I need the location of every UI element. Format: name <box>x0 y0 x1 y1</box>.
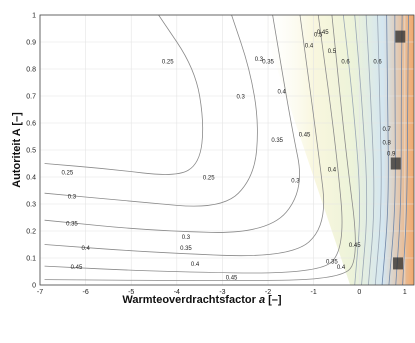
y-tick-label: 0.1 <box>26 256 36 263</box>
dense-contour-cluster <box>393 257 404 270</box>
dense-contour-cluster <box>395 30 406 43</box>
contour-line <box>342 15 360 285</box>
y-tick-label: 0.9 <box>26 40 36 47</box>
contour-label: 0.5 <box>314 33 323 39</box>
x-tick-label: -4 <box>174 289 180 296</box>
y-tick-label: 0.6 <box>26 121 36 128</box>
contour-label: 0.45 <box>299 133 311 139</box>
x-tick-label: 1 <box>403 289 407 296</box>
x-axis-ticks: -7 -6 -5 -4 -3 -2 -1 0 1 <box>37 289 407 296</box>
y-tick-label: 0.5 <box>26 148 36 155</box>
y-tick-label: 1 <box>32 13 36 20</box>
contour-line <box>395 15 403 285</box>
y-tick-label: 0 <box>32 283 36 290</box>
contour-line <box>374 15 382 285</box>
x-axis-title: Warmteoverdrachtsfactor a [–] <box>122 294 281 306</box>
contour-labels: 0.250.250.250.30.30.30.30.30.350.350.350… <box>62 30 397 282</box>
contour-line <box>44 15 300 233</box>
x-axis-symbol: a <box>259 294 265 306</box>
contour-label: 0.35 <box>180 246 192 252</box>
contour-label: 0.3 <box>255 57 264 63</box>
contour-label: 0.3 <box>68 195 77 201</box>
x-axis-label: Warmteoverdrachtsfactor <box>122 294 256 306</box>
contour-label: 0.4 <box>278 89 287 95</box>
contour-label: 0.4 <box>191 262 200 268</box>
contour-line <box>388 15 396 285</box>
x-tick-label: -1 <box>311 289 317 296</box>
contour-label: 0.6 <box>373 60 382 66</box>
contour-line <box>44 15 258 207</box>
contour-label: 0.4 <box>305 43 314 49</box>
y-tick-label: 0.3 <box>26 202 36 209</box>
contour-label: 0.45 <box>317 30 329 36</box>
y-tick-label: 0.4 <box>26 175 36 182</box>
contour-line <box>44 15 356 282</box>
x-tick-label: -2 <box>265 289 271 296</box>
contour-label: 0.25 <box>203 176 215 182</box>
contour-label: 0.4 <box>328 168 337 174</box>
plot-frame <box>39 14 415 286</box>
contour-line <box>365 15 375 285</box>
contour-label: 0.25 <box>62 170 74 176</box>
contour-label: 0.4 <box>337 265 346 271</box>
contour-label: 0.45 <box>349 243 361 249</box>
contour-label: 0.35 <box>326 259 338 265</box>
contour-label: 0.3 <box>291 178 300 184</box>
contour-line <box>44 15 204 175</box>
y-tick-label: 0.7 <box>26 94 36 101</box>
contour-label: 0.35 <box>262 60 274 66</box>
contour-line <box>402 15 409 285</box>
x-tick-label: -5 <box>128 289 134 296</box>
x-tick-label: -3 <box>219 289 225 296</box>
y-axis-title: Autoriteit A [–] <box>11 112 23 188</box>
contour-line <box>381 15 389 285</box>
contour-line <box>44 15 325 257</box>
x-tick-label: 0 <box>357 289 361 296</box>
y-axis-ticks: 0 0.1 0.2 0.3 0.4 0.5 0.6 0.7 0.8 0.9 1 <box>26 13 36 290</box>
y-tick-label: 0.2 <box>26 229 36 236</box>
contour-label: 0.45 <box>71 265 83 271</box>
contour-label: 0.45 <box>226 276 238 282</box>
x-axis-unit: [–] <box>268 294 282 306</box>
x-tick-label: -7 <box>37 289 43 296</box>
x-tick-label: -6 <box>82 289 88 296</box>
contour-label: 0.8 <box>382 141 391 147</box>
contour-label: 0.3 <box>182 235 191 241</box>
contour-line <box>44 15 343 274</box>
contour-label: 0.4 <box>81 246 90 252</box>
contour-label: 0.5 <box>328 49 337 55</box>
contour-label: 0.35 <box>271 138 283 144</box>
dense-contour-cluster <box>390 157 401 170</box>
contour-label: 0.7 <box>382 127 391 133</box>
contour-label: 0.3 <box>237 95 246 101</box>
contour-line <box>354 15 368 285</box>
contour-label: 0.9 <box>387 151 396 157</box>
contour-label: 0.25 <box>162 60 174 66</box>
contour-lines <box>44 15 409 285</box>
contour-label: 0.6 <box>341 60 350 66</box>
contour-label: 0.35 <box>66 222 78 228</box>
y-tick-label: 0.8 <box>26 67 36 74</box>
